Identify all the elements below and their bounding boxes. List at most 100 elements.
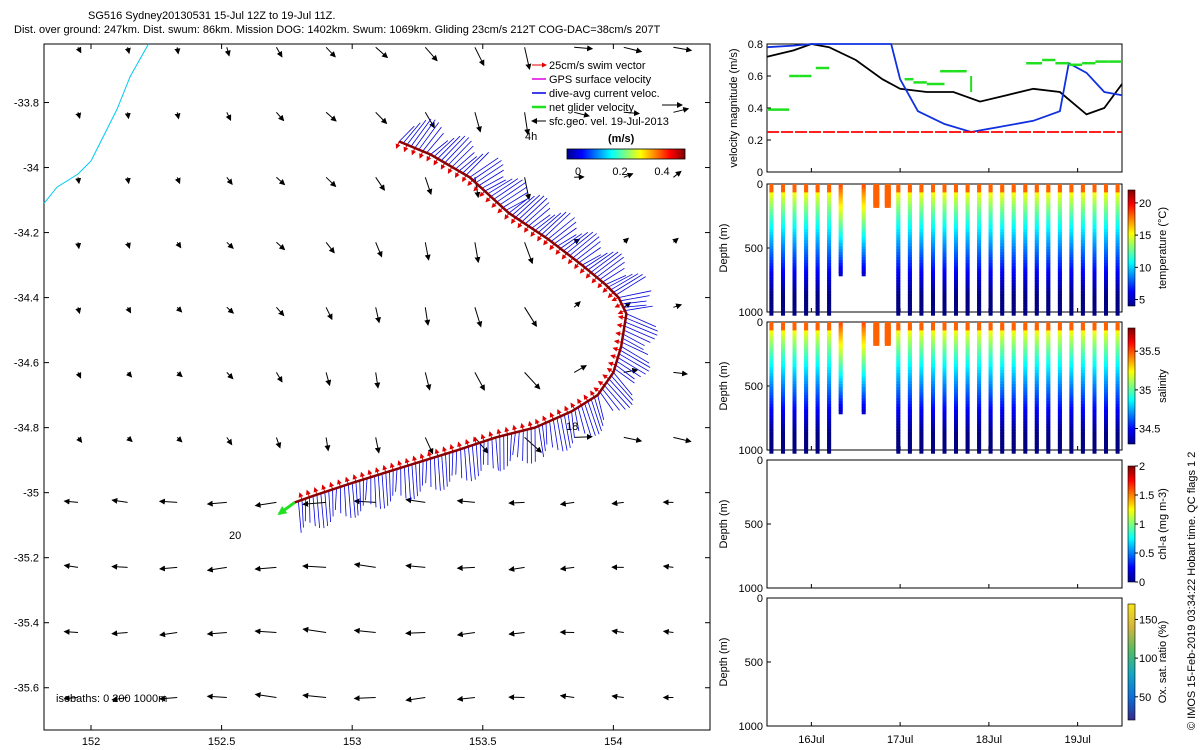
sfc-velocity-arrow: [405, 630, 426, 637]
profile-sample: [896, 426, 901, 432]
dac-vector: [524, 202, 550, 225]
profile-sample: [792, 234, 797, 240]
profile-sample: [1115, 195, 1120, 201]
profile-sample: [919, 344, 924, 350]
profile-sample: [769, 305, 774, 311]
profile-sample: [1092, 285, 1097, 291]
profile-sample: [1046, 327, 1051, 333]
profile-sample: [838, 395, 843, 401]
profile-sample: [977, 440, 982, 446]
profile-sample: [1115, 305, 1120, 311]
map-y-tick-label: -35: [23, 488, 39, 500]
map-y-tick-label: -34.4: [14, 293, 39, 305]
profile-sample: [861, 386, 866, 392]
sfc-velocity-arrow: [456, 564, 475, 571]
profile-sample: [1046, 240, 1051, 246]
profile-sample: [1057, 231, 1062, 237]
profile-sample: [792, 217, 797, 223]
profile-sample: [815, 384, 820, 389]
profile-sample: [988, 276, 993, 282]
profile-sample: [827, 364, 832, 370]
profile-sample: [1046, 434, 1051, 440]
profile-sample: [942, 271, 947, 277]
profile-sample: [804, 234, 809, 240]
sfc-velocity-arrow: [176, 436, 183, 443]
profile-sample: [931, 440, 935, 446]
profile-sample: [769, 350, 774, 356]
profile-sample: [1023, 189, 1028, 195]
profile-sample: [1080, 434, 1085, 440]
dac-vector: [604, 385, 626, 410]
profile-sample: [1023, 361, 1028, 367]
profile-sample: [1011, 299, 1016, 305]
profile-sample: [838, 206, 843, 212]
profile-sample: [1115, 246, 1120, 251]
profile-sample: [792, 223, 797, 229]
sfc-velocity-arrow: [611, 628, 624, 635]
profile-sample: [792, 327, 797, 333]
profile-sample: [861, 409, 866, 415]
profile-sample: [1000, 330, 1005, 336]
profile-sample: [919, 330, 924, 336]
profile-sample: [1080, 384, 1085, 389]
profile-sample: [977, 420, 982, 426]
profile-sample: [931, 398, 935, 403]
profile-sample: [861, 367, 866, 373]
profile-sample: [861, 375, 866, 381]
profile-sample: [1080, 378, 1085, 384]
profile-sample: [1069, 229, 1074, 235]
profile-sample: [838, 336, 843, 342]
profile-sample: [804, 274, 809, 280]
profile-sample: [792, 293, 797, 299]
profile-sample: [1000, 437, 1005, 443]
profile-sample: [977, 302, 982, 308]
profile-sample: [804, 389, 809, 395]
dac-vector: [596, 256, 624, 278]
net-glider-velocity-vector: [277, 501, 296, 516]
profile-sample: [965, 198, 970, 204]
profile-sample: [781, 257, 785, 263]
profile-sample: [954, 324, 958, 330]
profile-sample: [1104, 420, 1108, 426]
profile-sample: [1115, 212, 1120, 218]
profile-sample: [1057, 412, 1062, 418]
profile-sample: [1011, 305, 1016, 311]
profile-sample: [827, 206, 832, 212]
speed-colorbar-tick-0: 0: [575, 166, 581, 178]
profile-sample: [931, 215, 935, 220]
profile-sample: [1104, 338, 1108, 344]
profile-sample: [988, 440, 993, 446]
profile-sample: [827, 203, 832, 209]
profile-sample: [1057, 341, 1062, 347]
profile-sample: [1069, 310, 1074, 316]
profile-sample: [1080, 381, 1085, 387]
profile-sample: [977, 395, 982, 401]
dac-vector: [622, 337, 644, 351]
profile-sample: [931, 260, 935, 265]
profile-sample: [896, 288, 901, 294]
profile-sample: [1057, 431, 1062, 437]
profile-sample: [792, 305, 797, 311]
map-x-ticks: 152 152.5 153 153.5 154: [82, 44, 623, 748]
profile-sample: [977, 412, 982, 418]
profile-sample: [1011, 347, 1016, 353]
profile-sample: [769, 265, 774, 271]
profile-sample: [1011, 293, 1016, 299]
profile-sample: [827, 437, 832, 443]
profile-sample: [965, 429, 970, 434]
dac-vector: [566, 231, 594, 254]
profile-sample: [1023, 212, 1028, 218]
profile-sample: [919, 338, 924, 344]
profile-sample: [965, 367, 970, 373]
profile-sample: [931, 240, 935, 246]
profile-sample: [896, 327, 901, 333]
profile-sample: [1011, 350, 1016, 356]
profile-sample: [1000, 386, 1005, 392]
profile-sample: [1057, 336, 1062, 342]
profile-sample: [1092, 215, 1097, 220]
profile-sample: [804, 268, 809, 274]
profile-sample: [792, 291, 797, 296]
profile-sample: [965, 324, 970, 330]
profile-sample: [1034, 389, 1039, 395]
profile-sample: [919, 223, 924, 229]
